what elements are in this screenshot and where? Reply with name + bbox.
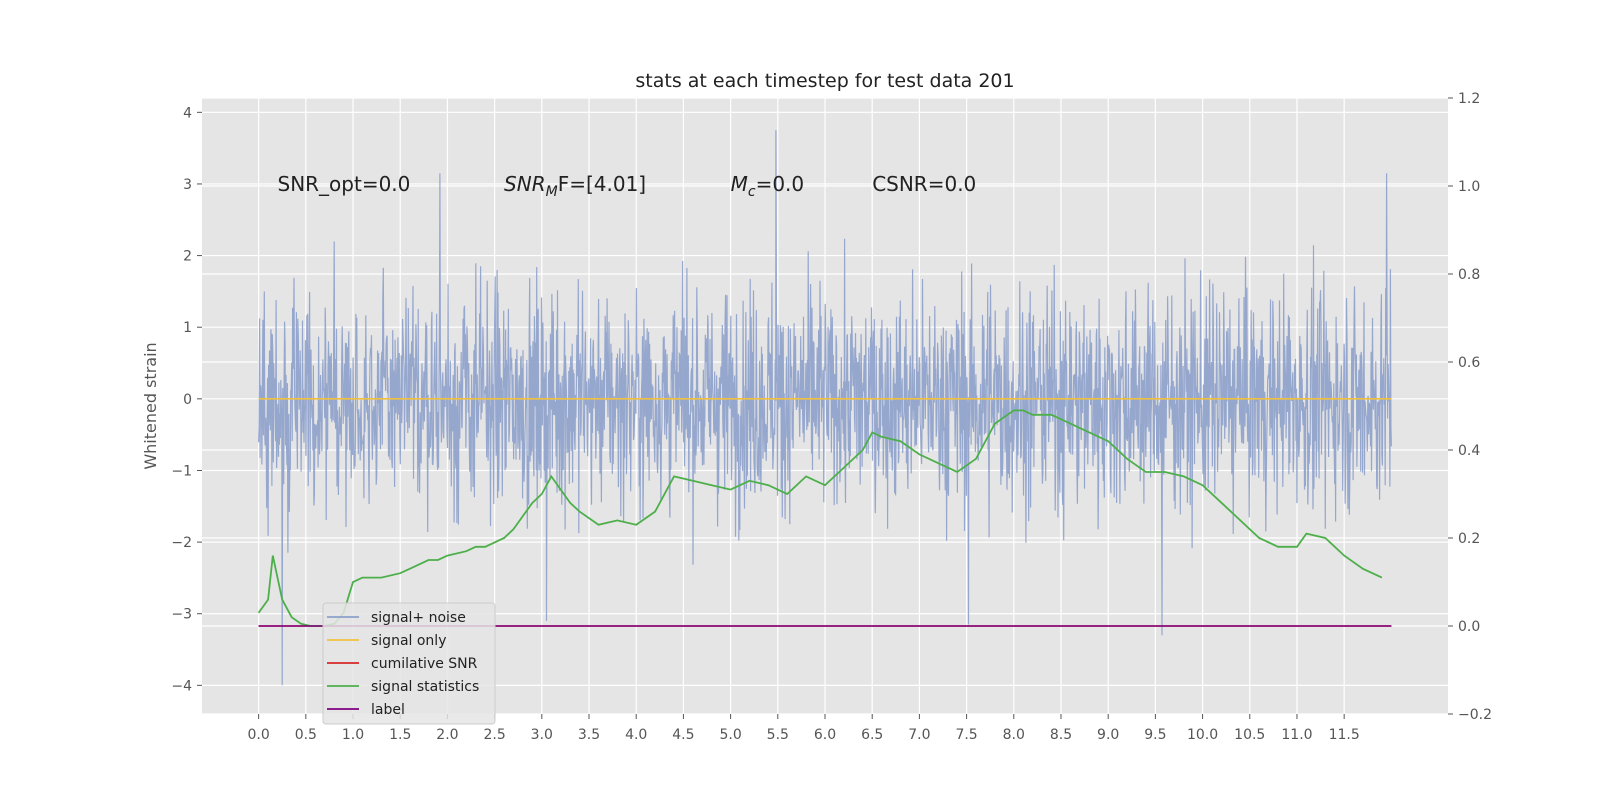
y2-tick-label: 0.2 (1458, 531, 1480, 547)
legend-label: signal statistics (371, 679, 479, 695)
x-tick-label: 0.0 (248, 727, 270, 743)
x-tick-label: 5.0 (719, 727, 741, 743)
legend-label: signal+ noise (371, 610, 466, 626)
x-tick-label: 3.5 (578, 727, 600, 743)
x-tick-label: 10.5 (1234, 727, 1265, 743)
legend-label: label (371, 702, 405, 718)
y2-tick-label: 0.4 (1458, 443, 1480, 459)
y-tick-label: 1 (183, 320, 192, 336)
y2-tick-label: 1.2 (1458, 91, 1480, 107)
stat-annotation: Mc=0.0 (731, 172, 805, 200)
legend: signal+ noise signal only cumilative SNR si… (322, 602, 496, 725)
legend-box (322, 602, 496, 725)
x-tick-label: 5.5 (767, 727, 789, 743)
axes-layer: 0.0 0.5 1.0 1.5 2.0 2.5 3.0 3.5 4.0 4.5 5.0 5.5 6.0 6… (171, 91, 1492, 743)
annotation-layer: SNR_opt=0.0 SNRMF=[4.01] Mc=0.0 CSNR=0.0 (278, 172, 977, 200)
noise-layer (258, 130, 1392, 686)
x-tick-label: 7.5 (955, 727, 977, 743)
y2-tick-label: 1.0 (1458, 179, 1480, 195)
x-tick-label: 9.0 (1097, 727, 1119, 743)
x-tick-label: 4.0 (625, 727, 647, 743)
y-tick-label: 3 (183, 177, 192, 193)
series-signal-statistics (257, 409, 1383, 627)
x-tick-label: 8.0 (1003, 727, 1025, 743)
x-tick-label: 11.5 (1329, 727, 1360, 743)
y-tick-label: −1 (171, 463, 192, 479)
x-tick-label: 11.0 (1281, 727, 1312, 743)
x-tick-label: 8.5 (1050, 727, 1072, 743)
x-tick-label: 6.0 (814, 727, 836, 743)
y2-tick-label: 0.6 (1458, 355, 1480, 371)
x-tick-label: 2.0 (436, 727, 458, 743)
y2-tick-label: 0.8 (1458, 267, 1480, 283)
stat-annotation: SNRMF=[4.01] (504, 172, 646, 200)
legend-label: cumilative SNR (371, 656, 478, 672)
x-tick-label: 3.0 (531, 727, 553, 743)
x-tick-label: 1.5 (389, 727, 411, 743)
y2-tick-label: 0.0 (1458, 619, 1480, 635)
y-tick-label: −2 (171, 535, 192, 551)
x-tick-label: 10.0 (1187, 727, 1218, 743)
x-tick-label: 2.5 (483, 727, 505, 743)
y-tick-label: 2 (183, 249, 192, 265)
series-signal-noise (258, 130, 1392, 686)
x-tick-label: 9.5 (1144, 727, 1166, 743)
y-tick-label: −4 (171, 678, 192, 694)
y-tick-label: 0 (183, 392, 192, 408)
stat-annotation: CSNR=0.0 (872, 172, 976, 196)
x-tick-label: 6.5 (861, 727, 883, 743)
x-tick-label: 7.0 (908, 727, 930, 743)
chart-title: stats at each timestep for test data 201 (635, 70, 1014, 92)
stat-annotation: SNR_opt=0.0 (278, 172, 411, 196)
x-tick-label: 1.0 (342, 727, 364, 743)
y-tick-label: 4 (183, 105, 192, 121)
x-tick-label: 4.5 (672, 727, 694, 743)
y-tick-label: −3 (171, 607, 192, 623)
legend-label: signal only (371, 633, 446, 649)
y-axis-label: Whitened strain (141, 342, 160, 469)
y2-tick-label: −0.2 (1458, 707, 1492, 723)
x-tick-label: 0.5 (295, 727, 317, 743)
